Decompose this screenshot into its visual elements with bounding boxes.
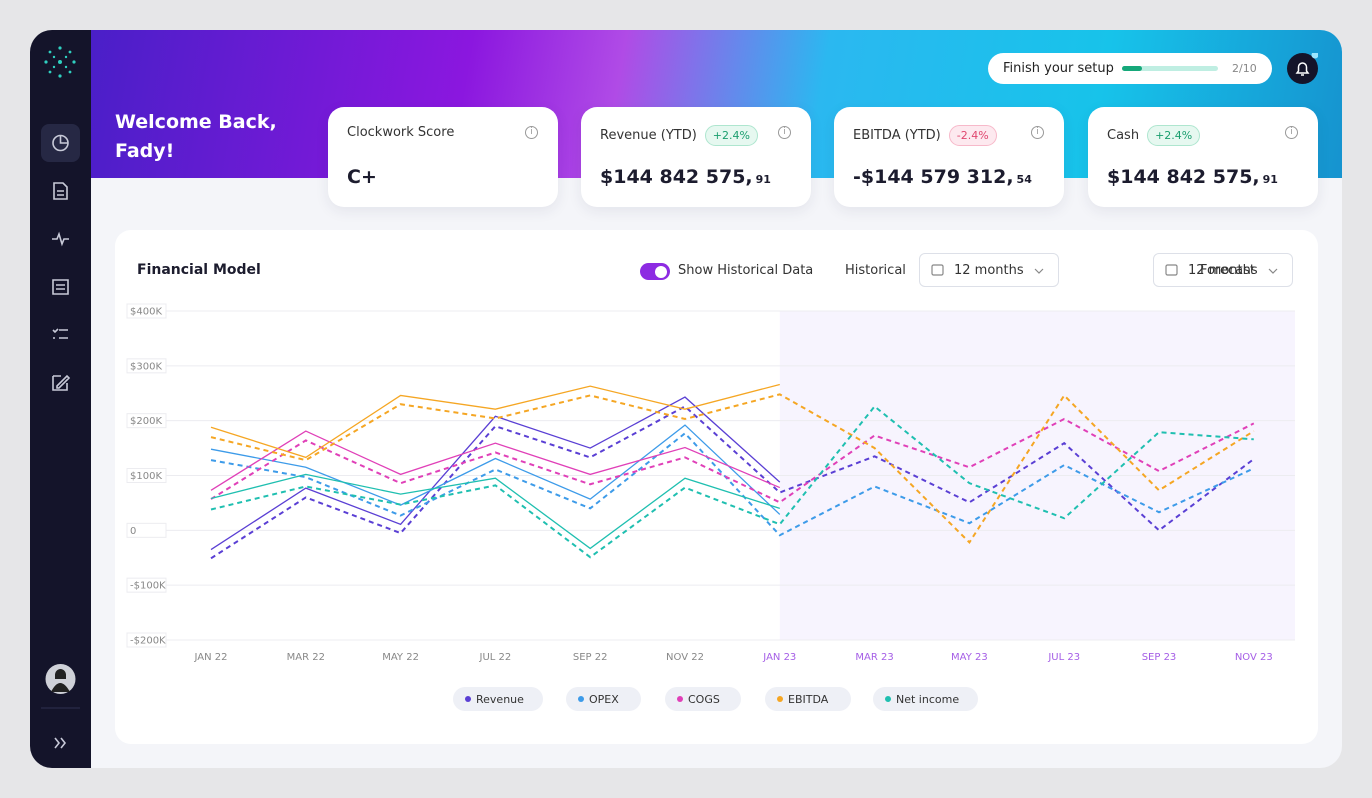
nav-reports[interactable] [52,279,69,295]
setup-label: Finish your setup [1003,61,1114,76]
toggle-label: Show Historical Data [678,263,814,278]
sidebar [30,30,91,768]
card-title-row: Cash +2.4% [1107,125,1201,146]
dropdown-value: 12 months [1188,262,1258,278]
card-value: $144 842 575, 91 [1107,166,1278,188]
card-value: $144 842 575, 91 [600,166,771,188]
card-value-main: $144 842 575, [600,166,753,188]
setup-track [1122,66,1218,71]
info-icon: i [525,126,538,139]
info-icon: i [1285,126,1298,139]
chart-panel: Financial Model Show Historical Data His… [115,230,1318,744]
card-value-main: C+ [347,166,377,188]
greeting-line: Fady! [115,140,175,162]
nav-expand[interactable] [54,737,67,749]
greeting: Welcome Back, Fady! [115,108,277,166]
setup-pill[interactable]: Finish your setup 2/10 [988,53,1272,84]
card-title: Clockwork Score [347,125,455,140]
card-value-cents: 91 [1262,173,1278,186]
greeting-line: Welcome Back, [115,111,277,133]
change-badge: +2.4% [704,125,758,146]
stat-card: Revenue (YTD) +2.4% i $144 842 575, 91 [581,107,811,207]
nav-tasks[interactable] [52,328,68,339]
card-value: C+ [347,166,377,188]
panel-title: Financial Model [137,262,261,278]
nav-docs[interactable] [53,182,68,200]
change-badge: -2.4% [948,125,997,146]
historical-dropdown[interactable]: 12 months [919,253,1059,287]
card-title-row: Clockwork Score [347,125,454,140]
info-icon: i [778,126,791,139]
card-value: -$144 579 312, 54 [853,166,1032,188]
card-title: EBITDA (YTD) [853,128,941,143]
forecast-dropdown[interactable]: 12 months [1153,253,1293,287]
card-value-cents: 54 [1016,173,1032,186]
card-title: Revenue (YTD) [600,128,697,143]
stat-card: EBITDA (YTD) -2.4% i -$144 579 312, 54 [834,107,1064,207]
setup-progress: 2/10 [1232,62,1257,75]
card-title: Cash [1107,128,1140,143]
card-value-main: -$144 579 312, [853,166,1014,188]
stat-card: Clockwork Score i C+ [328,107,558,207]
card-value-main: $144 842 575, [1107,166,1260,188]
notifications[interactable] [1287,51,1319,84]
card-title-row: Revenue (YTD) +2.4% [600,125,758,146]
logo [44,46,76,78]
change-badge: +2.4% [1147,125,1201,146]
dropdown-value: 12 months [954,262,1024,278]
nav-edit[interactable] [52,374,71,391]
nav-activity[interactable] [52,231,69,247]
historical-label: Historical [845,263,906,278]
info-icon: i [1031,126,1044,139]
sidebar-icons [41,46,80,749]
card-value-cents: 91 [755,173,771,186]
card-title-row: EBITDA (YTD) -2.4% [853,125,997,146]
stat-card: Cash +2.4% i $144 842 575, 91 [1088,107,1318,207]
toggle[interactable] [640,263,670,280]
